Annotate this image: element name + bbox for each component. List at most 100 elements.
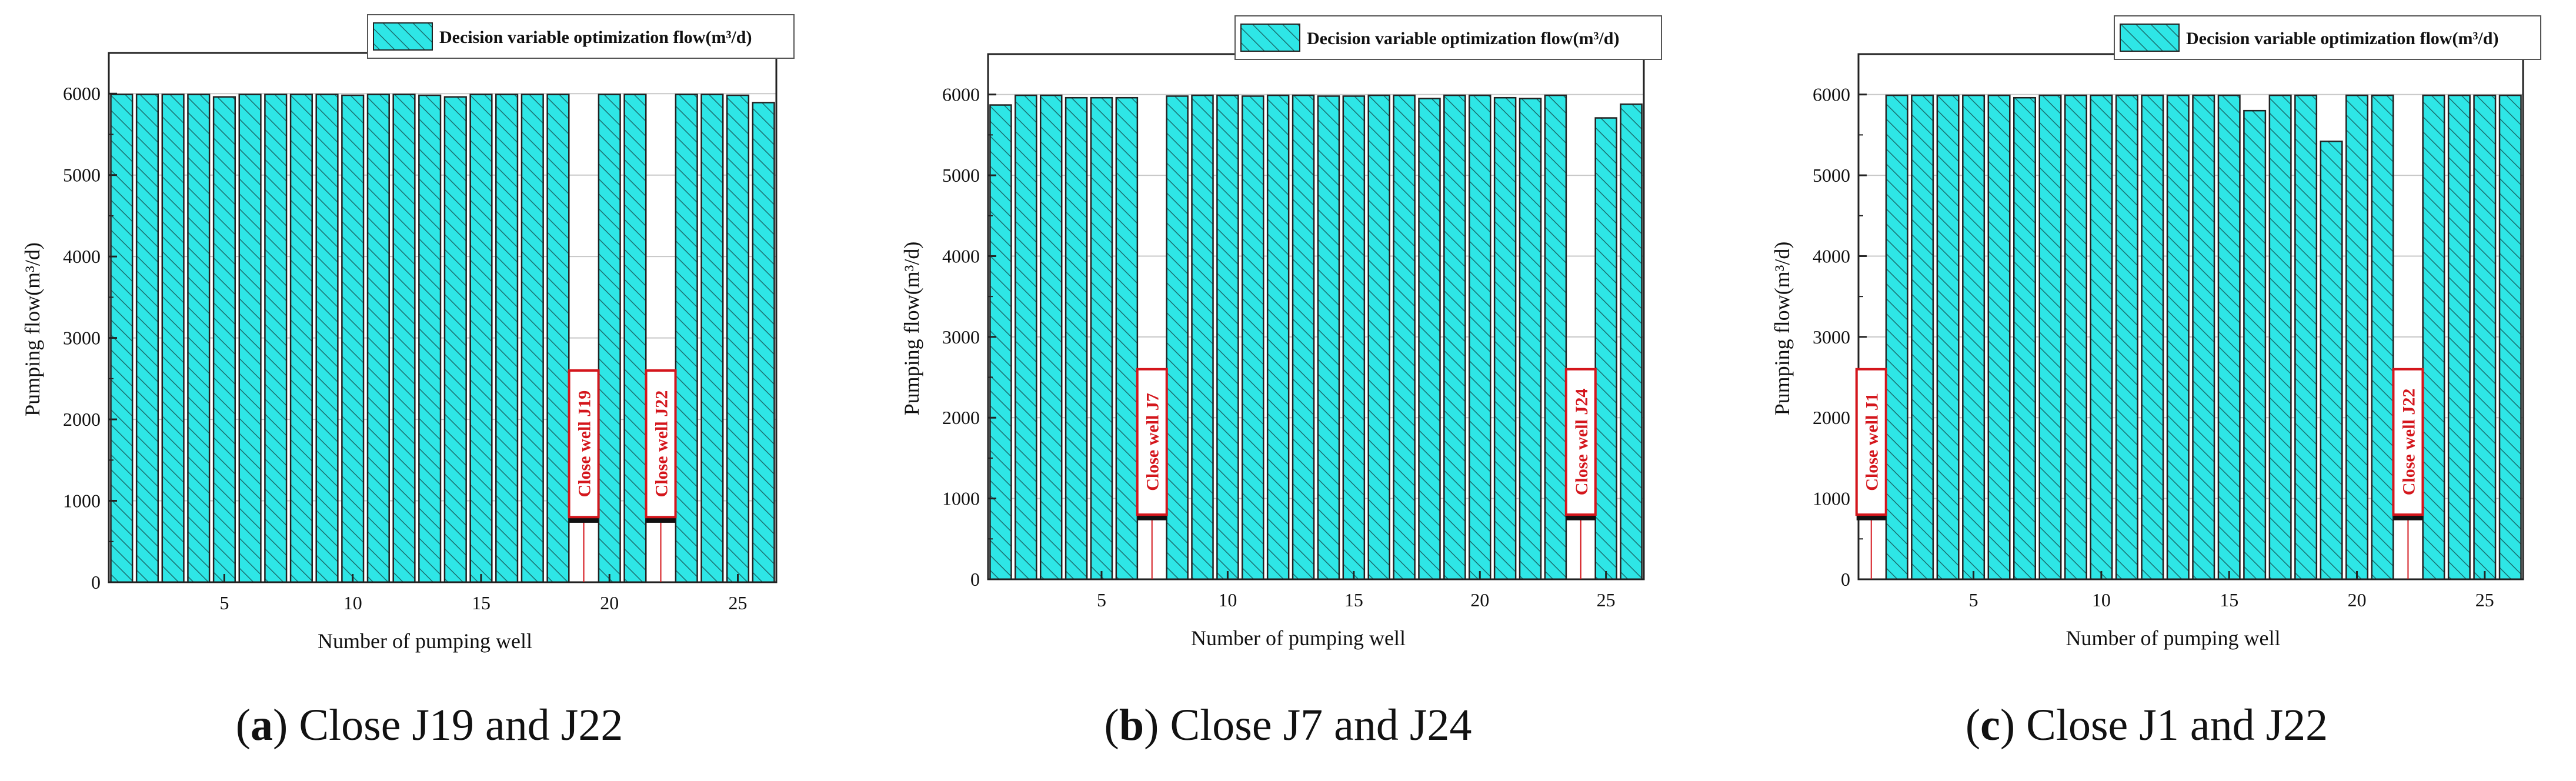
y-tick-label: 5000 — [942, 165, 980, 186]
bar — [2447, 94, 2471, 580]
x-tick-label: 10 — [2092, 589, 2111, 610]
bar — [675, 94, 698, 583]
bar — [469, 94, 493, 583]
y-tick-label: 4000 — [63, 246, 101, 267]
y-tick-label: 5000 — [1813, 165, 1850, 186]
annotation-label: Close well J22 — [2399, 389, 2418, 496]
annotation-label: Close well J19 — [575, 390, 595, 498]
bar — [1191, 94, 1214, 580]
bar — [187, 94, 211, 583]
y-axis-label: Pumping flow(m³/d) — [900, 242, 923, 416]
bar — [1594, 117, 1617, 580]
y-tick-label: 2000 — [63, 409, 101, 430]
y-tick-label: 5000 — [63, 165, 101, 186]
chart-panel-c: 0 1000 2000 3000 4000 5000 6000 5 10 15 20 25 Number… — [1770, 15, 2541, 650]
close-well-annotation: Close well J1 — [1855, 368, 1887, 579]
bar — [1418, 98, 1441, 580]
bar — [726, 94, 750, 583]
close-well-annotation: Close well J19 — [568, 369, 600, 582]
legend-label: Decision variable optimization flow(m³/d… — [2186, 29, 2498, 48]
legend-box — [2114, 15, 2541, 60]
bar — [2371, 94, 2394, 580]
annotation-box — [1136, 368, 1168, 516]
bar — [366, 94, 390, 583]
y-axis-label: Pumping flow(m³/d) — [1770, 242, 1794, 416]
bar — [1216, 94, 1239, 580]
bar — [495, 94, 519, 583]
bar — [2422, 94, 2445, 580]
bar — [2038, 94, 2062, 580]
bar — [1962, 94, 1986, 580]
bar — [1468, 94, 1491, 580]
y-axis-label: Pumping flow(m³/d) — [21, 242, 44, 416]
bar — [2294, 94, 2318, 580]
bar — [598, 94, 621, 583]
bar — [161, 94, 185, 583]
bar — [1367, 94, 1390, 580]
y-tick-label: 4000 — [1813, 245, 1850, 266]
annotation-box — [2392, 368, 2424, 516]
y-tick-label: 3000 — [1813, 326, 1850, 348]
annotation-box — [1564, 368, 1597, 516]
bar — [1317, 95, 1340, 580]
x-tick-label: 20 — [1470, 589, 1489, 610]
caption-b-letter: b — [1119, 700, 1144, 750]
bar — [392, 94, 416, 583]
bar — [1039, 94, 1063, 580]
annotation-label: Close well J22 — [652, 390, 672, 498]
y-tick-label: 0 — [1841, 569, 1850, 590]
bar — [1911, 94, 1934, 580]
bar — [2268, 94, 2292, 580]
x-tick-label: 5 — [219, 592, 229, 613]
bar — [2115, 94, 2138, 580]
legend-box — [1234, 15, 1662, 60]
bar — [2064, 94, 2087, 580]
y-tick-label: 3000 — [942, 326, 980, 348]
y-tick-label: 6000 — [942, 84, 980, 105]
chart-panel-a: 0 1000 2000 3000 4000 5000 6000 5 10 15 20 25 Number… — [21, 14, 795, 653]
annotation-box — [645, 369, 677, 519]
bar — [2090, 94, 2113, 580]
bar — [1015, 94, 1037, 580]
bar — [2192, 94, 2215, 580]
close-well-annotation: Close well J24 — [1564, 368, 1597, 579]
annotation-box — [1855, 368, 1887, 516]
bar — [1166, 95, 1189, 580]
close-well-annotation: Close well J22 — [2392, 368, 2424, 579]
bar — [1493, 96, 1517, 580]
caption-b: (b) Close J7 and J24 — [1104, 700, 1472, 750]
y-tick-label: 4000 — [942, 245, 980, 266]
bar — [1620, 103, 1643, 580]
bar — [2166, 94, 2190, 580]
bar — [1266, 94, 1290, 580]
bar — [238, 94, 262, 583]
annotation-box — [568, 369, 600, 519]
bar — [2320, 141, 2343, 580]
x-tick-label: 20 — [600, 592, 619, 613]
x-axis-label: Number of pumping well — [2066, 626, 2281, 650]
bar — [1242, 95, 1264, 580]
x-tick-label: 5 — [1969, 589, 1978, 610]
bar — [1936, 94, 1960, 580]
bar — [2141, 94, 2164, 580]
y-tick-label: 3000 — [63, 328, 101, 349]
bar — [1393, 94, 1416, 580]
x-tick-label: 25 — [2475, 589, 2494, 610]
annotation-label: Close well J24 — [1572, 389, 1591, 496]
bar — [1443, 94, 1466, 580]
y-tick-label: 1000 — [942, 488, 980, 509]
bar — [1544, 94, 1567, 580]
y-tick-label: 0 — [970, 569, 980, 590]
bar — [1065, 96, 1088, 580]
close-well-annotation: Close well J7 — [1136, 368, 1168, 579]
caption-c: (c) Close J1 and J22 — [1965, 700, 2328, 750]
x-axis-label: Number of pumping well — [1191, 626, 1406, 650]
x-tick-label: 15 — [2220, 589, 2238, 610]
bar — [264, 94, 288, 583]
legend-label: Decision variable optimization flow(m³/d… — [1307, 29, 1619, 48]
bar — [752, 102, 775, 583]
annotation-label: Close well J1 — [1863, 393, 1882, 491]
y-tick-label: 0 — [91, 572, 101, 593]
caption-a-text: Close J19 and J22 — [299, 700, 623, 750]
